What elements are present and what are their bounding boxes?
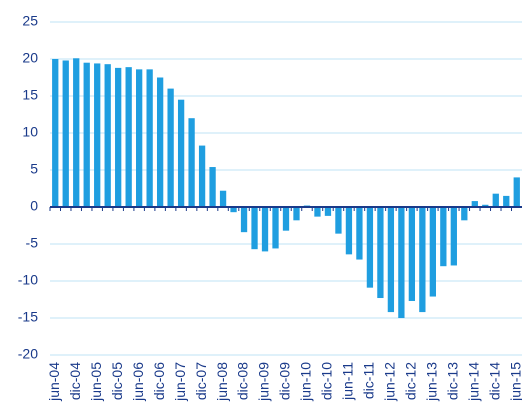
bar (136, 69, 143, 207)
bar (314, 207, 321, 217)
y-tick-label: 20 (22, 50, 38, 66)
bar (188, 118, 195, 207)
bar (492, 193, 499, 207)
bar (94, 63, 101, 207)
bar (503, 195, 510, 207)
bar (482, 204, 489, 207)
x-tick-label: jun-08 (214, 362, 230, 402)
bar (230, 207, 237, 213)
bar (377, 207, 384, 299)
x-tick-label: dic-08 (235, 362, 251, 400)
bar (52, 59, 59, 207)
bar (513, 177, 520, 207)
bar (324, 207, 332, 216)
bar (429, 207, 436, 297)
bar (387, 207, 395, 313)
y-tick-label: -15 (18, 309, 38, 325)
y-tick-label: -10 (18, 272, 38, 288)
bar (440, 207, 447, 267)
x-tick-label: dic-11 (361, 362, 377, 399)
x-tick-label: jun-07 (172, 362, 188, 402)
x-tick-label: dic-04 (67, 362, 83, 400)
x-tick-label: jun-12 (382, 362, 398, 402)
bar (282, 207, 290, 231)
bar (104, 64, 111, 208)
bar (251, 207, 258, 250)
bar (62, 60, 69, 208)
x-tick-label: dic-09 (277, 362, 293, 400)
x-tick-label: jun-05 (88, 362, 104, 402)
bar (167, 88, 174, 207)
x-tick-label: dic-10 (319, 362, 335, 400)
x-tick-label: jun-14 (466, 362, 482, 402)
bar (356, 207, 363, 260)
x-tick-label: jun-11 (340, 362, 356, 401)
bar (209, 167, 216, 207)
bar (461, 207, 468, 221)
bar (240, 207, 248, 233)
bar (146, 69, 153, 207)
bar (115, 67, 122, 207)
bar (345, 207, 353, 255)
y-tick-label: 25 (22, 13, 38, 29)
bar (219, 190, 227, 207)
bar (83, 62, 90, 208)
bar (471, 201, 478, 207)
y-tick-label: -5 (26, 235, 39, 251)
bar (335, 207, 342, 234)
bar (261, 207, 269, 252)
bar (419, 207, 426, 313)
x-tick-label: dic-14 (486, 362, 502, 400)
bar (198, 145, 206, 207)
bar (366, 207, 374, 288)
x-tick-label: dic-12 (403, 362, 419, 400)
x-tick-label: jun-04 (46, 362, 62, 402)
x-tick-label: dic-05 (109, 362, 125, 400)
bar (73, 58, 80, 208)
bar (450, 207, 457, 266)
x-tick-label: jun-09 (256, 362, 272, 402)
bar (177, 99, 185, 207)
bar (398, 207, 405, 318)
bar (125, 67, 132, 207)
x-tick-label: dic-06 (151, 362, 167, 400)
bar (408, 207, 416, 301)
y-tick-label: 10 (22, 124, 38, 140)
x-tick-label: jun-13 (424, 362, 440, 402)
bar (293, 207, 300, 221)
x-tick-label: jun-10 (298, 362, 314, 402)
x-tick-label: jun-06 (130, 362, 146, 402)
bar (272, 207, 279, 249)
bar (156, 77, 164, 207)
x-tick-label: dic-13 (445, 362, 461, 400)
y-tick-label: -20 (18, 346, 38, 362)
x-tick-label: dic-07 (193, 362, 209, 400)
y-tick-label: 5 (30, 161, 38, 177)
x-tick-label: jun-15 (507, 362, 522, 402)
y-tick-label: 15 (22, 87, 38, 103)
y-tick-label: 0 (30, 198, 38, 214)
